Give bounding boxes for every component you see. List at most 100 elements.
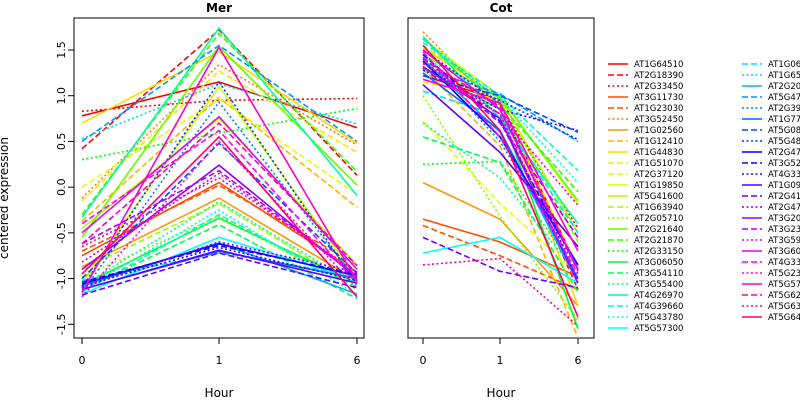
- legend-item: AT5G48810: [742, 137, 800, 147]
- series-line: [422, 90, 579, 234]
- legend-item: AT3G20390: [742, 214, 800, 224]
- legend-item: AT1G19850: [608, 181, 683, 191]
- series-line: [81, 142, 358, 280]
- y-tick-label: 0.5: [55, 133, 68, 151]
- series-line: [422, 122, 579, 275]
- legend-label: AT2G21640: [634, 225, 683, 235]
- legend-label: AT1G09795: [768, 181, 800, 191]
- legend-label: AT2G39970: [768, 104, 800, 114]
- legend-item: AT4G33030: [742, 170, 800, 180]
- legend-label: AT3G06050: [634, 258, 683, 268]
- series-line: [81, 50, 358, 144]
- series-line: [422, 58, 579, 272]
- x-axis-label-cot: Hour: [487, 386, 516, 400]
- legend-label: AT2G33150: [634, 247, 683, 257]
- legend-label: AT1G44830: [634, 148, 683, 158]
- series-line: [422, 53, 579, 270]
- legend-item: AT4G33350: [742, 258, 800, 268]
- legend-label: AT5G23530: [768, 269, 800, 279]
- legend-label: AT3G60210: [768, 247, 800, 257]
- series-line: [81, 44, 358, 143]
- legend-label: AT5G48810: [768, 137, 800, 147]
- legend-item: AT5G08540: [742, 126, 800, 136]
- y-tick-label: -1.0: [55, 268, 68, 289]
- series-line: [81, 45, 358, 293]
- legend-label: AT1G02560: [634, 126, 683, 136]
- legend-label: AT1G23030: [634, 104, 683, 114]
- legend-item: AT1G51070: [608, 159, 683, 169]
- legend-label: AT5G57850: [768, 280, 800, 290]
- series-line: [81, 96, 358, 222]
- series-line: [81, 252, 358, 296]
- legend-label: AT5G47890: [768, 93, 800, 103]
- legend-label: AT1G63940: [634, 203, 683, 213]
- legend-label: AT4G26970: [634, 291, 683, 301]
- series-line: [81, 181, 358, 273]
- legend-item: AT3G55400: [608, 280, 683, 290]
- legend-item: AT2G37120: [608, 170, 683, 180]
- series-lines-mer: [81, 26, 358, 300]
- series-line: [81, 80, 358, 289]
- legend-item: AT2G47600: [742, 148, 800, 158]
- legend-item: AT3G54110: [608, 269, 683, 279]
- series-line: [422, 218, 579, 278]
- legend-label: AT2G20820: [768, 82, 800, 92]
- y-tick-label: 1.0: [55, 87, 68, 105]
- legend-label: AT5G41600: [634, 192, 683, 202]
- legend-item: AT2G20820: [742, 82, 800, 92]
- x-tick-label: 0: [79, 354, 86, 367]
- legend-label: AT1G19850: [634, 181, 683, 191]
- legend-item: AT2G41220: [742, 192, 800, 202]
- legend-item: AT2G05710: [608, 214, 683, 224]
- legend-item: AT5G43780: [608, 313, 683, 323]
- legend-label: AT2G05710: [634, 214, 683, 224]
- x-axis-mer: 0 1 6: [79, 338, 361, 367]
- series-line: [422, 60, 579, 266]
- series-line: [422, 136, 579, 293]
- panel-mer: Mer -1.5 -1.0 -0.5 0.0 0.5 1.0 1.5 0 1 6 Hour: [55, 1, 365, 400]
- legend-label: AT2G47390: [768, 203, 800, 213]
- y-axis-mer: -1.5 -1.0 -0.5 0.0 0.5 1.0 1.5: [55, 41, 74, 335]
- legend-label: AT4G33030: [768, 170, 800, 180]
- legend-item: AT1G23030: [608, 104, 683, 114]
- legend-item: AT5G57850: [742, 280, 800, 290]
- legend-label: AT5G43780: [634, 313, 683, 323]
- legend-label: AT3G59870: [768, 236, 800, 246]
- legend-label: AT5G08540: [768, 126, 800, 136]
- series-line: [81, 135, 358, 298]
- legend-item: AT2G47390: [742, 203, 800, 213]
- legend-item: AT2G18390: [608, 71, 683, 81]
- series-line: [81, 209, 358, 296]
- legend-label: AT3G52180: [768, 159, 800, 169]
- legend-label: AT2G37120: [634, 170, 683, 180]
- legend-label: AT3G23790: [768, 225, 800, 235]
- x-tick-label: 1: [216, 354, 223, 367]
- series-line: [81, 70, 358, 202]
- series-line: [422, 236, 579, 289]
- panel-cot: Cot 0 1 6 Hour: [407, 1, 595, 400]
- legend-item: AT4G39660: [608, 302, 683, 312]
- series-line: [81, 177, 358, 273]
- series-line: [81, 169, 358, 277]
- y-axis-label: centered expression: [0, 137, 11, 259]
- y-tick-label: 0.0: [55, 178, 68, 196]
- series-line: [422, 78, 579, 252]
- y-tick-label: -1.5: [55, 314, 68, 335]
- legend-item: AT1G12410: [608, 137, 683, 147]
- legend-label: AT1G77490: [768, 115, 800, 125]
- series-line: [422, 120, 579, 275]
- series-line: [81, 26, 358, 218]
- legend-item: AT3G52180: [742, 159, 800, 169]
- series-line: [81, 129, 358, 284]
- legend-label: AT1G12410: [634, 137, 683, 147]
- x-tick-label: 0: [420, 354, 427, 367]
- legend-item: AT2G21870: [608, 236, 683, 246]
- legend-item: AT3G11730: [608, 93, 683, 103]
- legend-label: AT1G06010: [768, 60, 800, 70]
- legend-item: AT5G41600: [608, 192, 683, 202]
- legend-item: AT1G44830: [608, 148, 683, 158]
- series-line: [422, 160, 579, 275]
- legend-item: AT1G02560: [608, 126, 683, 136]
- legend-item: AT3G59870: [742, 236, 800, 246]
